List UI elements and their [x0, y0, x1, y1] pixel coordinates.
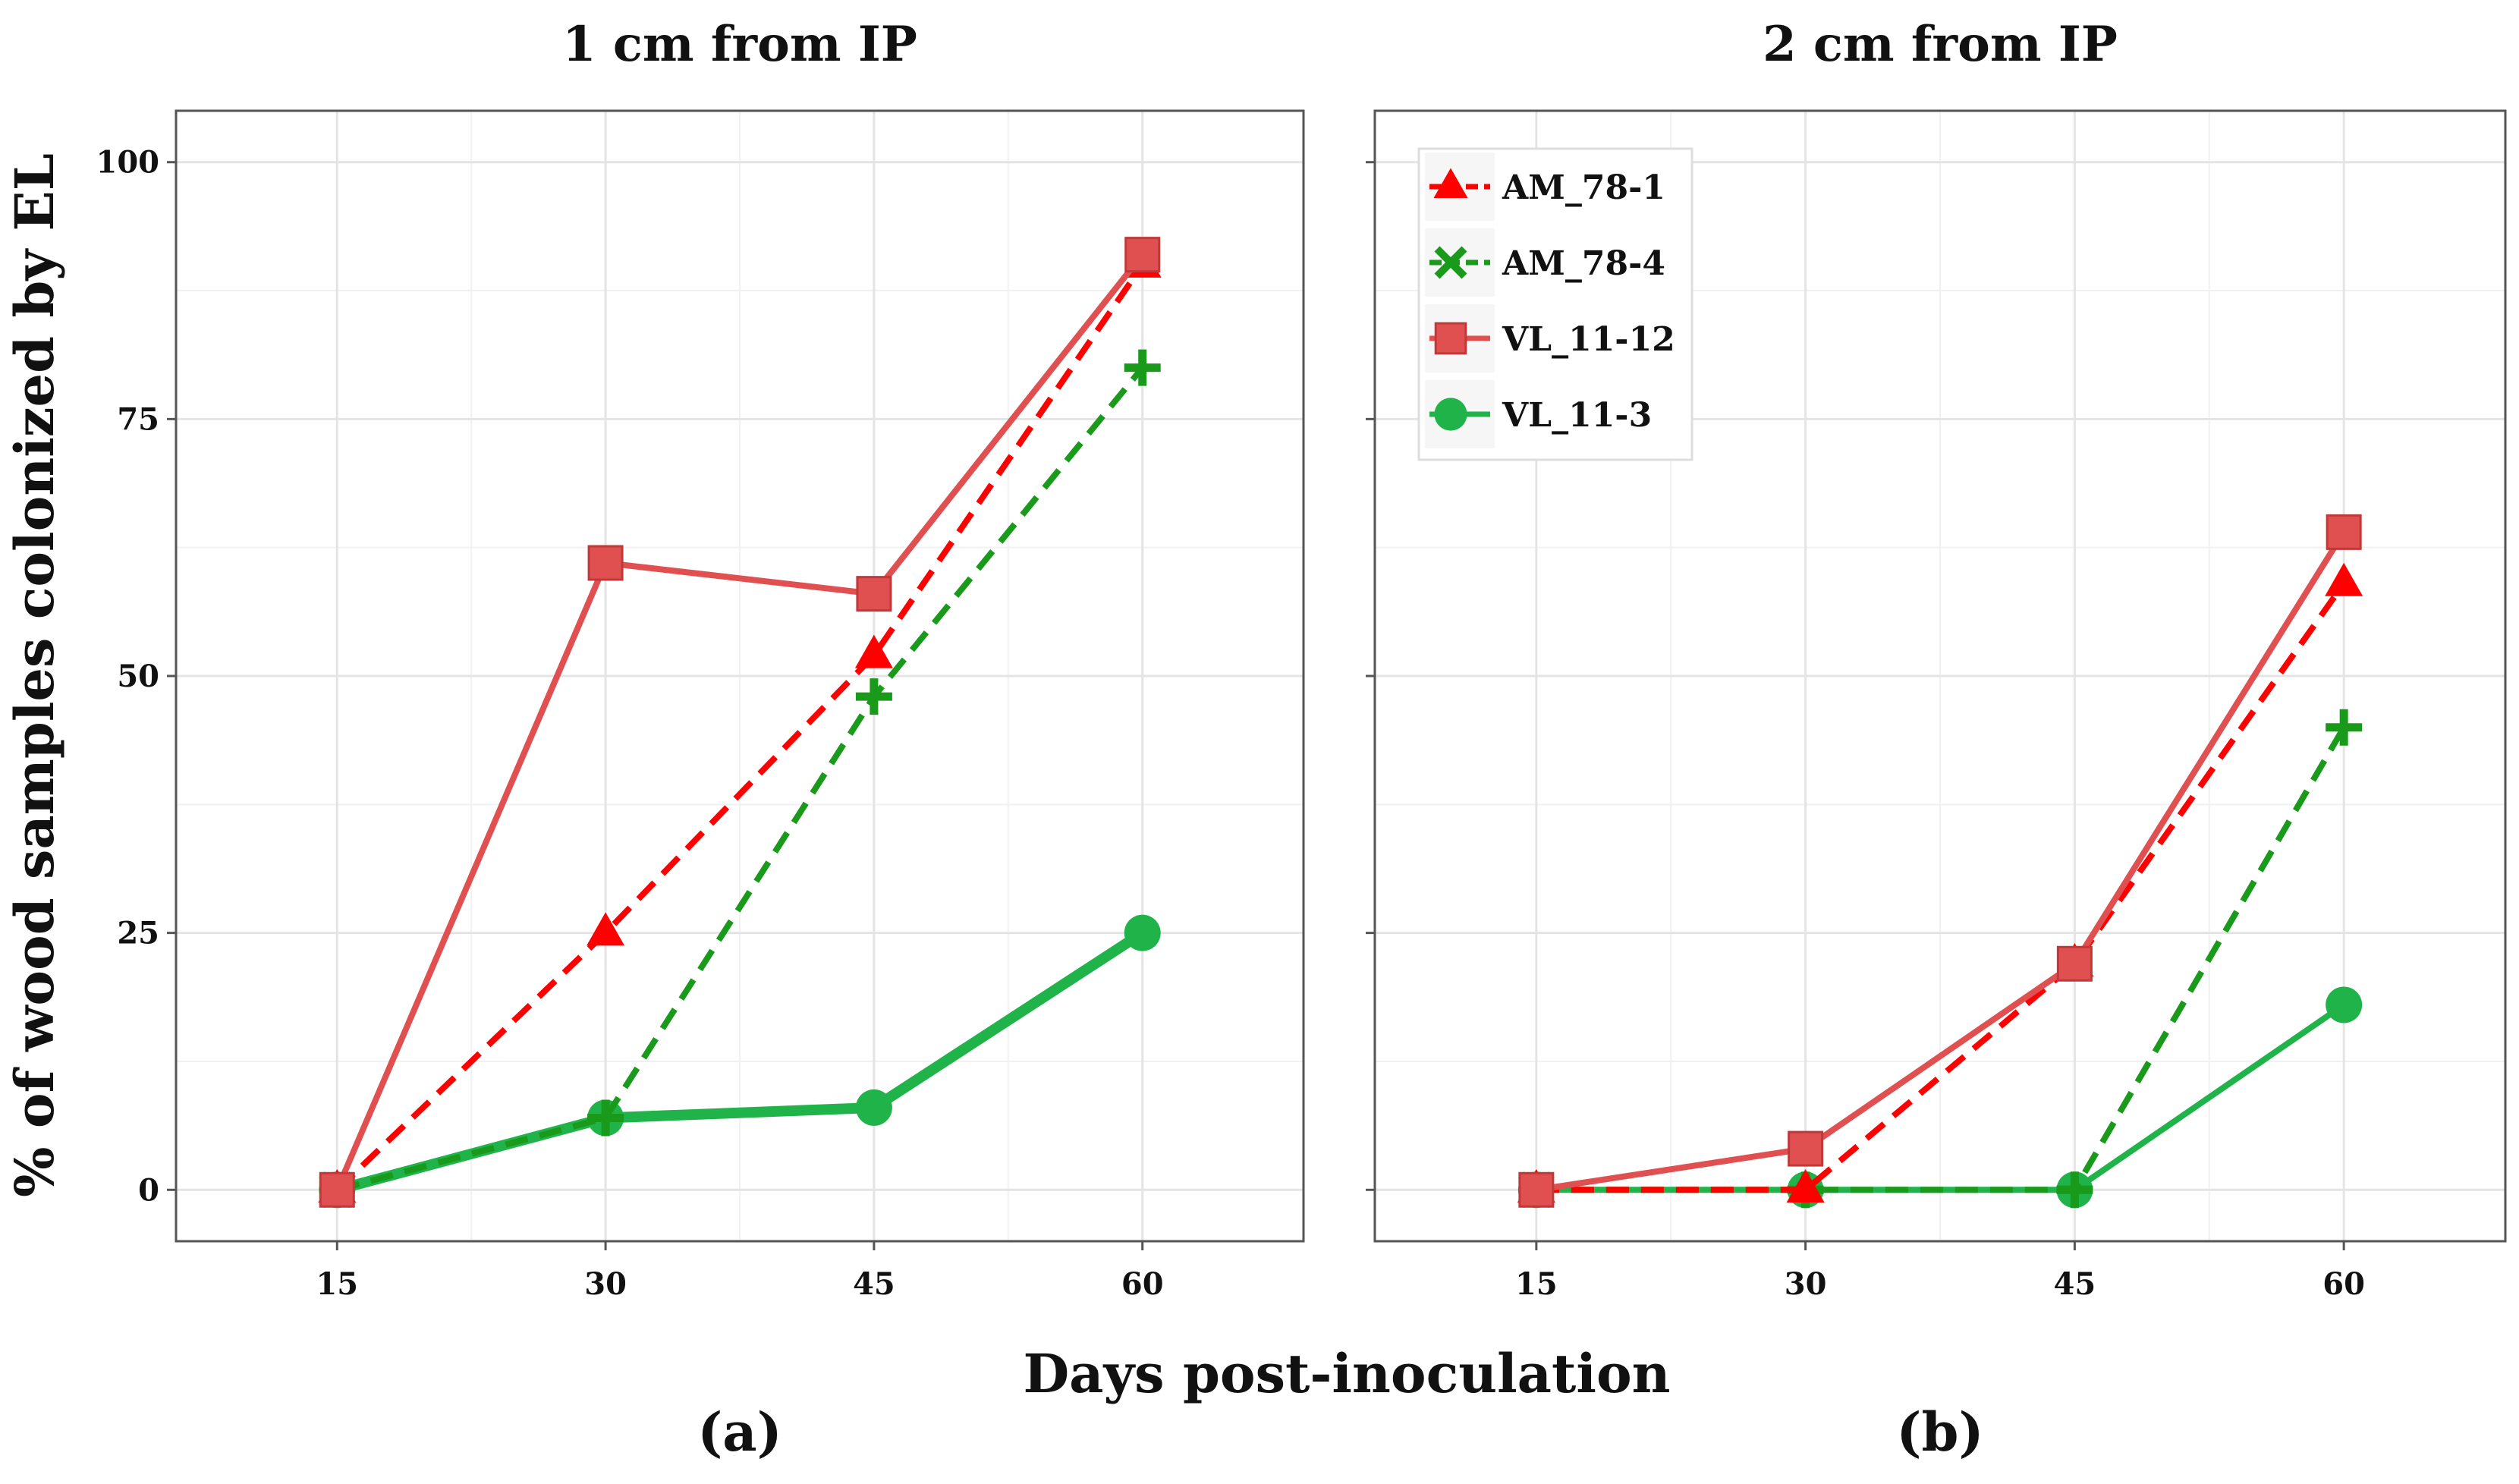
data-point-vl-11-3-shape	[1124, 914, 1161, 951]
y-tick-label: 100	[96, 145, 160, 181]
legend-label-am-78-4: AM_78-4	[1502, 244, 1665, 283]
series-line-am-78-1	[1536, 581, 2347, 1193]
data-point-am-78-1-shape	[854, 634, 893, 668]
data-point-vl-11-12	[319, 1171, 355, 1208]
data-point-am-78-1-shape	[2325, 562, 2363, 596]
data-point-am-78-1-shape	[587, 912, 625, 946]
x-axis-title: Days post-inoculation	[1023, 1342, 1670, 1405]
data-point-vl-11-3-shape	[2326, 986, 2363, 1023]
series-vl-11-12	[319, 237, 1161, 1208]
series-line-am-78-4	[1536, 725, 2347, 1193]
x-tick-label: 15	[1515, 1266, 1558, 1302]
data-point-am-78-4	[855, 678, 892, 715]
panel-a: 0 25 50 75 100 15 30 45 60 1 cm from IP (a)	[96, 16, 1305, 1464]
data-point-vl-11-12	[1788, 1130, 1824, 1167]
x-tick-label: 45	[2054, 1266, 2096, 1302]
series-line-vl-11-12	[1536, 530, 2347, 1193]
panel-tag: (b)	[1896, 1401, 1983, 1464]
data-point-vl-11-12-shape	[2056, 945, 2093, 982]
legend-marker-vl-11-3	[1434, 398, 1467, 431]
data-point-vl-11-12-shape	[319, 1171, 355, 1208]
legend-marker-vl-11-12-shape	[1434, 322, 1467, 355]
data-point-vl-11-3	[855, 1089, 892, 1126]
data-point-vl-11-12	[2056, 945, 2093, 982]
series-line-am-78-1	[335, 263, 1146, 1193]
data-point-vl-11-3-shape	[855, 1089, 892, 1126]
data-point-vl-11-12-shape	[1788, 1130, 1824, 1167]
data-point-am-78-4	[2056, 1171, 2093, 1209]
y-tick-label: 75	[117, 401, 159, 437]
x-tick-label: 15	[316, 1266, 358, 1302]
data-point-vl-11-12-shape	[2326, 514, 2362, 550]
series-line-vl-11-3	[335, 928, 1146, 1196]
legend-item-vl-11-3: VL_11-3	[1425, 380, 1652, 448]
data-point-vl-11-12-shape	[1518, 1171, 1555, 1208]
series-line-am-78-4	[336, 366, 1145, 1193]
legend-marker-am-78-4	[1434, 246, 1467, 279]
data-point-am-78-1	[587, 912, 625, 946]
series-vl-11-12	[1518, 514, 2362, 1208]
legend-item-am-78-4: AM_78-4	[1425, 228, 1665, 297]
y-tick-label: 25	[117, 916, 159, 951]
y-tick-label: 0	[138, 1172, 159, 1208]
legend-marker-am-78-4-stroke-2	[1434, 246, 1467, 279]
data-point-vl-11-12	[1518, 1171, 1555, 1208]
legend-label-vl-11-12: VL_11-12	[1502, 320, 1675, 359]
panel-tag: (a)	[697, 1401, 782, 1464]
series-line-vl-11-12	[334, 253, 1145, 1191]
legend-label-am-78-1: AM_78-1	[1502, 168, 1665, 207]
data-point-vl-11-12	[2326, 514, 2362, 550]
legend-label-vl-11-3: VL_11-3	[1502, 396, 1652, 435]
data-point-vl-11-3	[1124, 914, 1161, 951]
y-tick-label: 50	[117, 659, 159, 694]
data-point-vl-11-12	[587, 545, 624, 581]
panel-title: 1 cm from IP	[562, 16, 917, 73]
legend-marker-am-78-1-shape	[1433, 168, 1468, 199]
x-tick-label: 30	[584, 1266, 627, 1302]
data-point-am-78-4	[587, 1099, 624, 1137]
y-axis-title: % of wood samples colonized by EL	[3, 153, 66, 1197]
legend-marker-am-78-1	[1433, 168, 1468, 199]
x-tick-label: 60	[2322, 1266, 2365, 1302]
legend-item-vl-11-12: VL_11-12	[1425, 304, 1675, 373]
legend-marker-vl-11-12	[1434, 322, 1467, 355]
data-point-vl-11-3	[2326, 986, 2363, 1023]
data-point-am-78-1-shape	[1786, 1168, 1825, 1203]
data-point-am-78-1	[1786, 1168, 1825, 1203]
data-point-vl-11-12	[856, 576, 892, 612]
legend-item-am-78-1: AM_78-1	[1425, 152, 1665, 221]
x-tick-label: 45	[853, 1266, 895, 1302]
data-point-vl-11-12	[1124, 237, 1161, 273]
data-point-am-78-1	[2325, 562, 2363, 596]
x-tick-label: 30	[1785, 1266, 1827, 1302]
data-point-am-78-4	[2326, 709, 2363, 746]
data-point-vl-11-12-shape	[1124, 237, 1161, 273]
data-point-vl-11-12-shape	[587, 545, 624, 581]
panel-title: 2 cm from IP	[1763, 16, 2118, 73]
legend: AM_78-1 AM_78-4 VL_11-12 VL_11-3	[1417, 147, 1693, 461]
data-point-am-78-4	[1124, 349, 1161, 386]
x-tick-label: 60	[1121, 1266, 1164, 1302]
data-point-vl-11-12-shape	[856, 576, 892, 612]
grid	[176, 111, 1304, 1241]
legend-marker-vl-11-3-shape	[1434, 398, 1467, 431]
data-point-am-78-1	[854, 634, 893, 668]
